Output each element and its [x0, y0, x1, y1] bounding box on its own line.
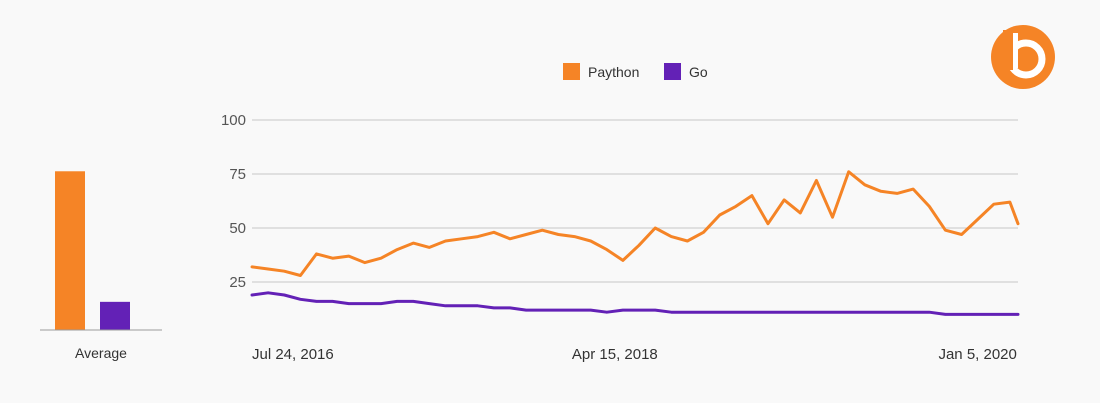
x-axis: Jul 24, 2016 Apr 15, 2018 Jan 5, 2020	[252, 346, 1017, 363]
y-axis: 100 75 50 25	[221, 112, 246, 291]
x-tick-label: Jul 24, 2016	[252, 346, 334, 363]
average-panel: Average	[40, 171, 162, 361]
legend-item-paython[interactable]: Paython	[563, 63, 639, 80]
legend-label-paython: Paython	[588, 64, 639, 80]
legend-item-go[interactable]: Go	[664, 63, 708, 80]
y-tick-label: 50	[229, 220, 246, 237]
legend-swatch-paython	[563, 63, 580, 80]
series-line-go	[250, 291, 1020, 316]
legend-label-go: Go	[689, 64, 708, 80]
legend: Paython Go	[563, 63, 708, 80]
series-lines	[250, 170, 1020, 316]
series-line-paython	[250, 170, 1020, 277]
y-tick-label: 75	[229, 166, 246, 183]
y-tick-label: 100	[221, 112, 246, 129]
x-tick-label: Apr 15, 2018	[572, 346, 658, 363]
grid	[252, 119, 1018, 283]
y-tick-label: 25	[229, 274, 246, 291]
average-label: Average	[75, 345, 127, 361]
average-bar-paython	[55, 171, 85, 330]
x-tick-label: Jan 5, 2020	[938, 346, 1016, 363]
legend-swatch-go	[664, 63, 681, 80]
average-bar-go	[100, 301, 130, 330]
brand-logo-b-icon	[991, 25, 1055, 89]
